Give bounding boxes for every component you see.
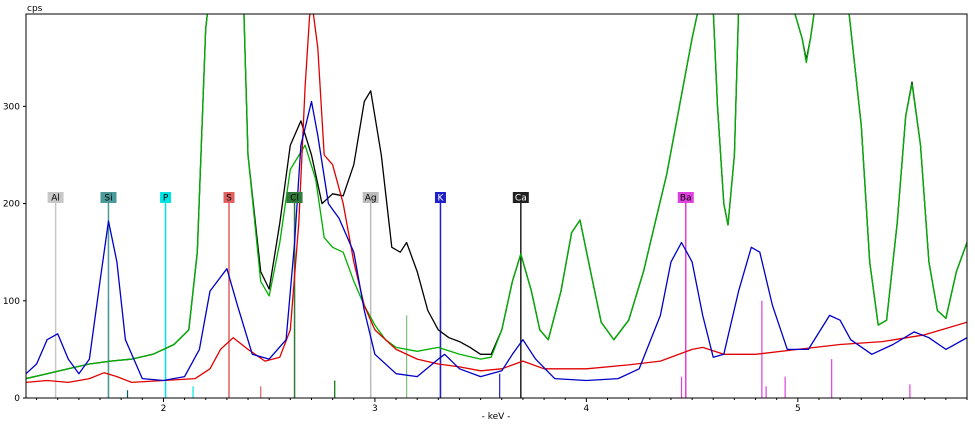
y-axis-label: cps [27, 4, 43, 14]
element-label-cl: Cl [290, 194, 299, 204]
element-label-ba: Ba [680, 194, 692, 204]
element-label-bg-ag [362, 192, 379, 203]
element-label-bg-cl [286, 192, 303, 203]
x-tick-label-5: 5 [795, 404, 801, 414]
series-line-3 [26, 100, 967, 382]
element-label-ag: Ag [365, 194, 377, 204]
element-labels: Al Si P S Cl Ag K Ca Ba [47, 192, 694, 204]
element-label-s: S [226, 194, 232, 204]
element-label-bg-al [47, 192, 64, 203]
x-tick-label-2: 2 [161, 404, 167, 414]
plot-frame [25, 13, 968, 399]
x-tick-label-3: 3 [372, 404, 378, 414]
element-label-bg-k [434, 192, 446, 203]
axes: 0 100 200 300 2 3 4 5 [3, 13, 968, 414]
y-tick-label-300: 300 [3, 102, 20, 112]
x-axis-label: - keV - [482, 412, 511, 422]
y-tick-label-0: 0 [14, 394, 20, 404]
element-label-ca: Ca [515, 194, 527, 204]
element-label-bg-p [160, 192, 172, 203]
series-lines [26, 14, 967, 384]
y-tick-label-200: 200 [3, 200, 20, 210]
x-tick-label-4: 4 [584, 404, 590, 414]
element-label-p: P [163, 194, 169, 204]
element-lines [54, 203, 687, 398]
element-label-si: Si [104, 194, 112, 204]
element-label-al: Al [51, 194, 60, 204]
series-line-2 [26, 14, 967, 384]
element-label-bg-ca [512, 192, 529, 203]
element-label-bg-ba [677, 192, 694, 203]
element-label-k: K [438, 194, 445, 204]
element-label-bg-s [223, 192, 235, 203]
element-label-bg-si [100, 192, 117, 203]
series-line-1 [26, 14, 967, 380]
y-tick-label-100: 100 [3, 297, 20, 307]
